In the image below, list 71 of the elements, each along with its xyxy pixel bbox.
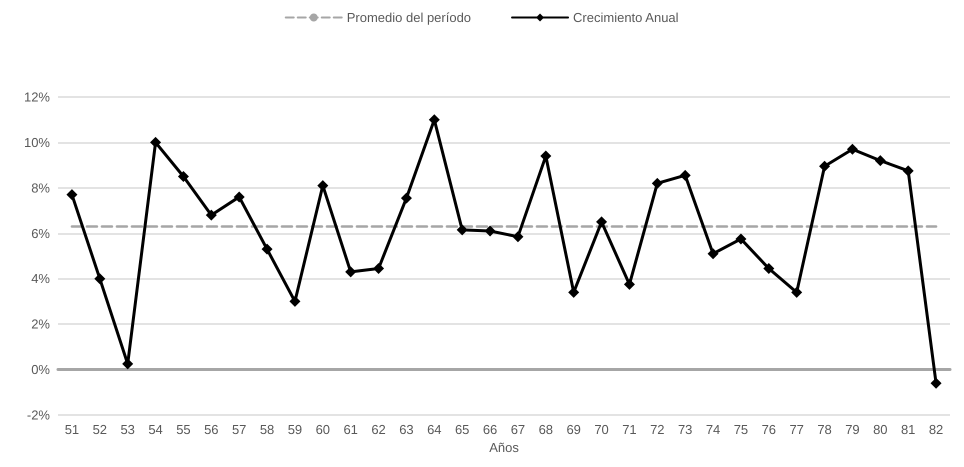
x-tick-label: 58 xyxy=(260,422,274,437)
point xyxy=(791,286,802,298)
x-tick-label: 78 xyxy=(817,422,832,437)
point xyxy=(234,191,245,202)
point xyxy=(735,233,746,244)
point xyxy=(763,262,774,274)
x-tick-label: 72 xyxy=(650,422,665,437)
x-tick-label: 64 xyxy=(427,422,442,437)
x-axis-title: Años xyxy=(489,440,520,455)
point xyxy=(400,192,412,204)
y-tick-label: 8% xyxy=(31,180,50,196)
y-tick-label: 6% xyxy=(31,226,50,241)
x-tick-label: 66 xyxy=(482,422,498,437)
point xyxy=(94,273,106,284)
point xyxy=(819,160,830,172)
point xyxy=(902,165,914,176)
point xyxy=(930,378,942,389)
x-tick-label: 54 xyxy=(148,422,163,437)
y-tick-label: 12% xyxy=(24,90,50,104)
x-tick-label: 55 xyxy=(176,422,191,437)
legend-label: Crecimiento Anual xyxy=(573,10,679,25)
x-tick-label: 52 xyxy=(92,422,108,437)
point xyxy=(456,224,468,236)
x-tick-label: 63 xyxy=(399,422,414,437)
x-tick-label: 65 xyxy=(454,422,470,437)
x-tick-label: 74 xyxy=(706,422,720,437)
x-tick-label: 81 xyxy=(900,422,916,437)
legend-label: Promedio del período xyxy=(346,10,472,25)
point xyxy=(680,170,691,181)
x-tick-label: 70 xyxy=(594,422,609,437)
point xyxy=(428,114,440,126)
point xyxy=(373,262,384,274)
point xyxy=(846,144,858,155)
x-tick-label: 67 xyxy=(510,422,526,437)
x-tick-label: 75 xyxy=(734,422,748,437)
point xyxy=(874,155,886,166)
point xyxy=(66,189,78,200)
x-tick-label: 77 xyxy=(789,422,804,437)
point xyxy=(262,244,273,255)
point xyxy=(345,266,356,278)
point xyxy=(289,296,300,307)
y-tick-label: 10% xyxy=(24,134,50,150)
x-tick-label: 80 xyxy=(873,422,888,437)
point xyxy=(150,136,162,148)
x-tick-label: 68 xyxy=(538,422,554,437)
x-tick-label: 53 xyxy=(120,422,135,437)
y-tick-label: 4% xyxy=(31,271,50,286)
point xyxy=(484,226,496,237)
x-tick-label: 69 xyxy=(566,422,581,437)
x-tick-label: 82 xyxy=(928,422,944,437)
x-tick-label: 59 xyxy=(288,422,302,437)
x-tick-label: 62 xyxy=(371,422,386,437)
x-tick-label: 51 xyxy=(64,422,80,437)
point xyxy=(708,248,719,260)
y-tick-label: 0% xyxy=(31,362,50,378)
x-tick-label: 60 xyxy=(316,422,330,437)
y-tick-label: -2% xyxy=(26,408,50,422)
point xyxy=(596,216,608,228)
x-tick-label: 57 xyxy=(232,422,246,437)
x-tick-label: 79 xyxy=(845,422,860,437)
point xyxy=(624,278,635,290)
y-tick-label: 2% xyxy=(31,316,50,332)
point xyxy=(178,171,189,182)
point xyxy=(206,210,217,221)
x-tick-label: 56 xyxy=(204,422,219,437)
x-tick-label: 71 xyxy=(622,422,637,437)
x-tick-label: 61 xyxy=(343,422,358,437)
x-tick-label: 76 xyxy=(762,422,776,437)
point xyxy=(652,178,663,189)
x-tick-label: 73 xyxy=(678,422,692,437)
point xyxy=(512,231,524,242)
